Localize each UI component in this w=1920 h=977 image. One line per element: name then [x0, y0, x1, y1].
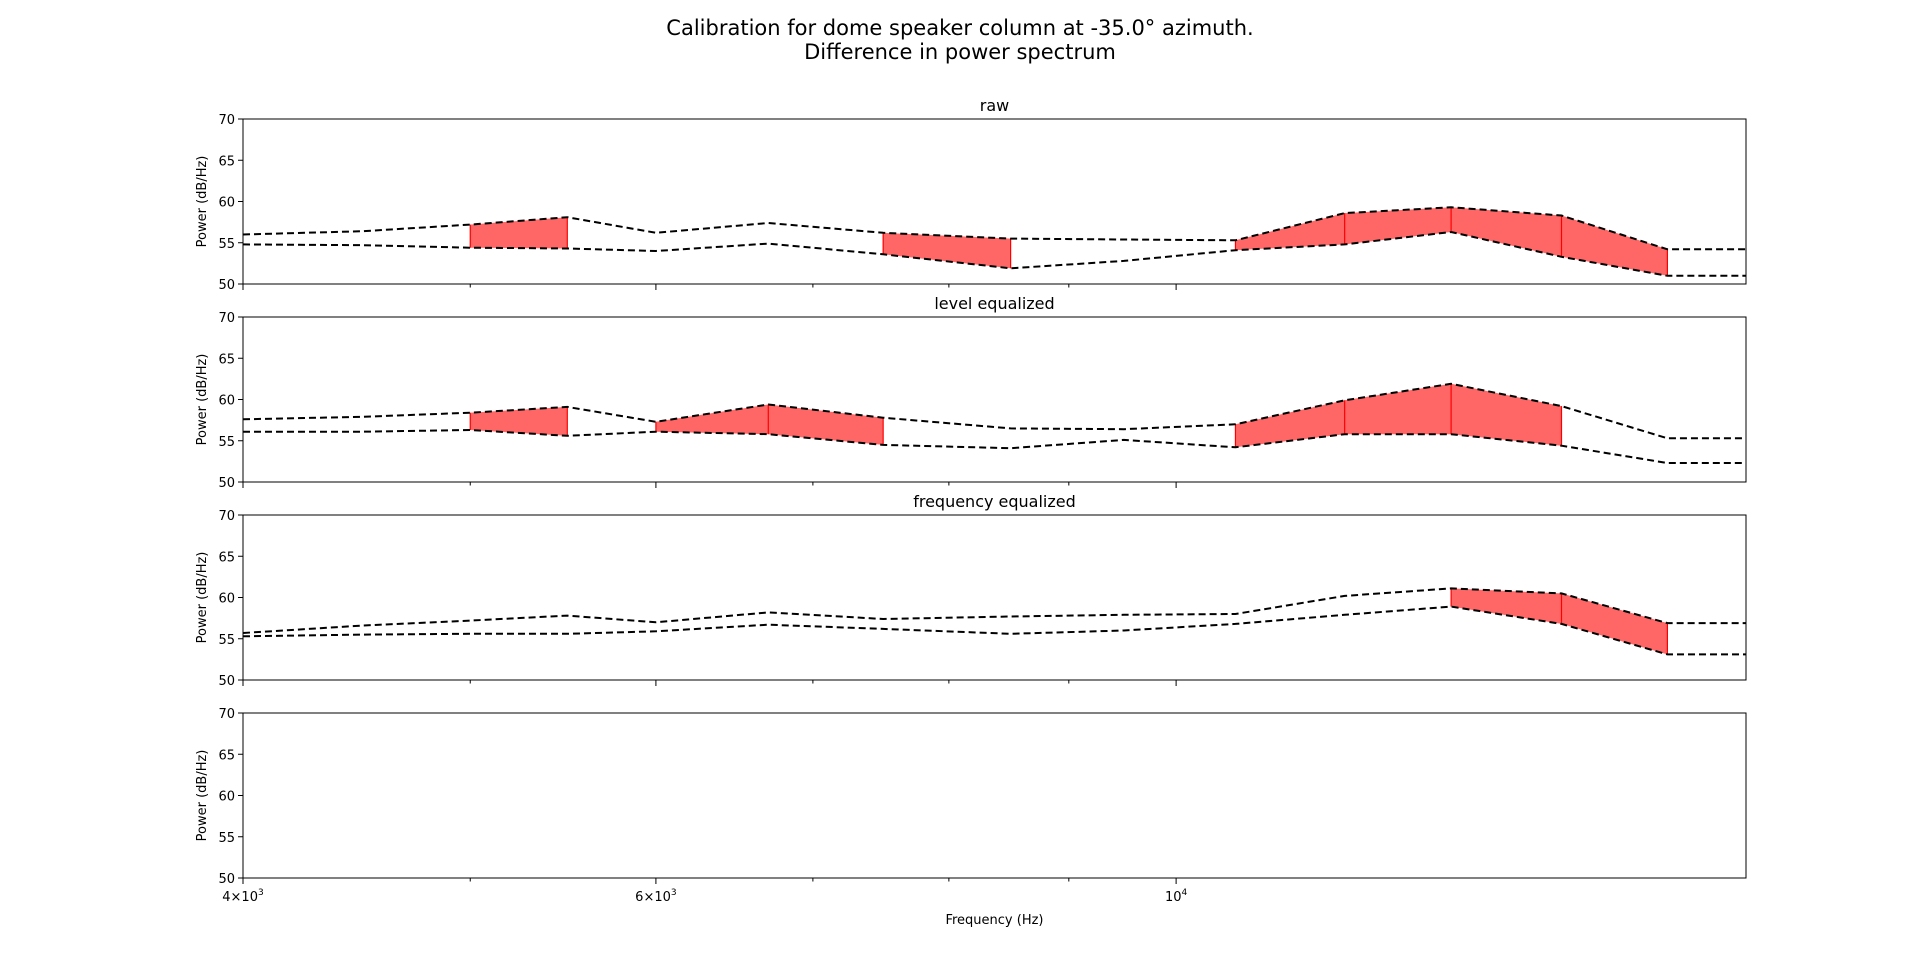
difference-fill — [1235, 383, 1562, 448]
panel-title: frequency equalized — [913, 492, 1076, 511]
series-line-lower — [242, 605, 1746, 656]
axes-frame — [242, 712, 1747, 879]
y-tick-label: 65 — [218, 550, 235, 565]
y-tick-label: 50 — [218, 476, 235, 491]
y-tick-label: 55 — [218, 237, 235, 252]
y-tick-label: 60 — [218, 592, 235, 607]
y-tick-label: 70 — [218, 113, 235, 128]
y-axis-label: Power (dB/Hz) — [195, 354, 210, 446]
figure-title: Calibration for dome speaker column at -… — [666, 16, 1254, 40]
series-line-upper — [242, 382, 1746, 440]
y-tick-label: 70 — [218, 707, 235, 722]
y-tick-label: 70 — [218, 509, 235, 524]
y-tick-label: 55 — [218, 831, 235, 846]
difference-fill — [470, 406, 568, 436]
x-axis-label: Frequency (Hz) — [945, 913, 1043, 928]
y-tick-label: 65 — [218, 352, 235, 367]
y-tick-label: 70 — [218, 311, 235, 326]
series-line-upper — [242, 587, 1746, 634]
y-tick-label: 50 — [218, 278, 235, 293]
panel-3: 50 55 60 65 70 Power (dB/Hz) frequency equaliz… — [195, 492, 1747, 689]
series-line-upper — [242, 206, 1746, 251]
y-axis-label: Power (dB/Hz) — [195, 156, 210, 248]
y-tick-label: 65 — [218, 154, 235, 169]
panel-title: level equalized — [934, 294, 1054, 313]
panel-4: 50 55 60 65 70 Power (dB/Hz) 4×103 6×103 104 Freq… — [195, 707, 1747, 928]
y-tick-label: 55 — [218, 435, 235, 450]
difference-fill — [1235, 207, 1668, 276]
y-tick-label: 60 — [218, 196, 235, 211]
difference-fill — [1451, 588, 1668, 655]
difference-fill — [470, 217, 568, 249]
difference-fill — [655, 404, 884, 445]
y-tick-label: 55 — [218, 633, 235, 648]
y-tick-label: 60 — [218, 394, 235, 409]
x-tick-label: 6×103 — [635, 888, 676, 905]
figure-subtitle: Difference in power spectrum — [804, 40, 1116, 64]
difference-fill — [883, 232, 1011, 269]
y-tick-label: 60 — [218, 790, 235, 805]
panel-title: raw — [980, 96, 1009, 115]
y-tick-label: 65 — [218, 748, 235, 763]
panel-2: 50 55 60 65 70 Power (dB/Hz) level equalized — [195, 294, 1747, 491]
y-axis-label: Power (dB/Hz) — [195, 750, 210, 842]
x-tick-label: 4×103 — [222, 888, 263, 905]
series-line-lower — [243, 428, 1746, 464]
x-tick-label: 104 — [1165, 888, 1188, 905]
y-tick-label: 50 — [218, 674, 235, 689]
y-axis-label: Power (dB/Hz) — [195, 552, 210, 644]
series-line-lower — [242, 230, 1746, 277]
panel-1: 50 55 60 65 70 Power (dB/Hz) raw — [195, 96, 1747, 293]
y-tick-label: 50 — [218, 872, 235, 887]
